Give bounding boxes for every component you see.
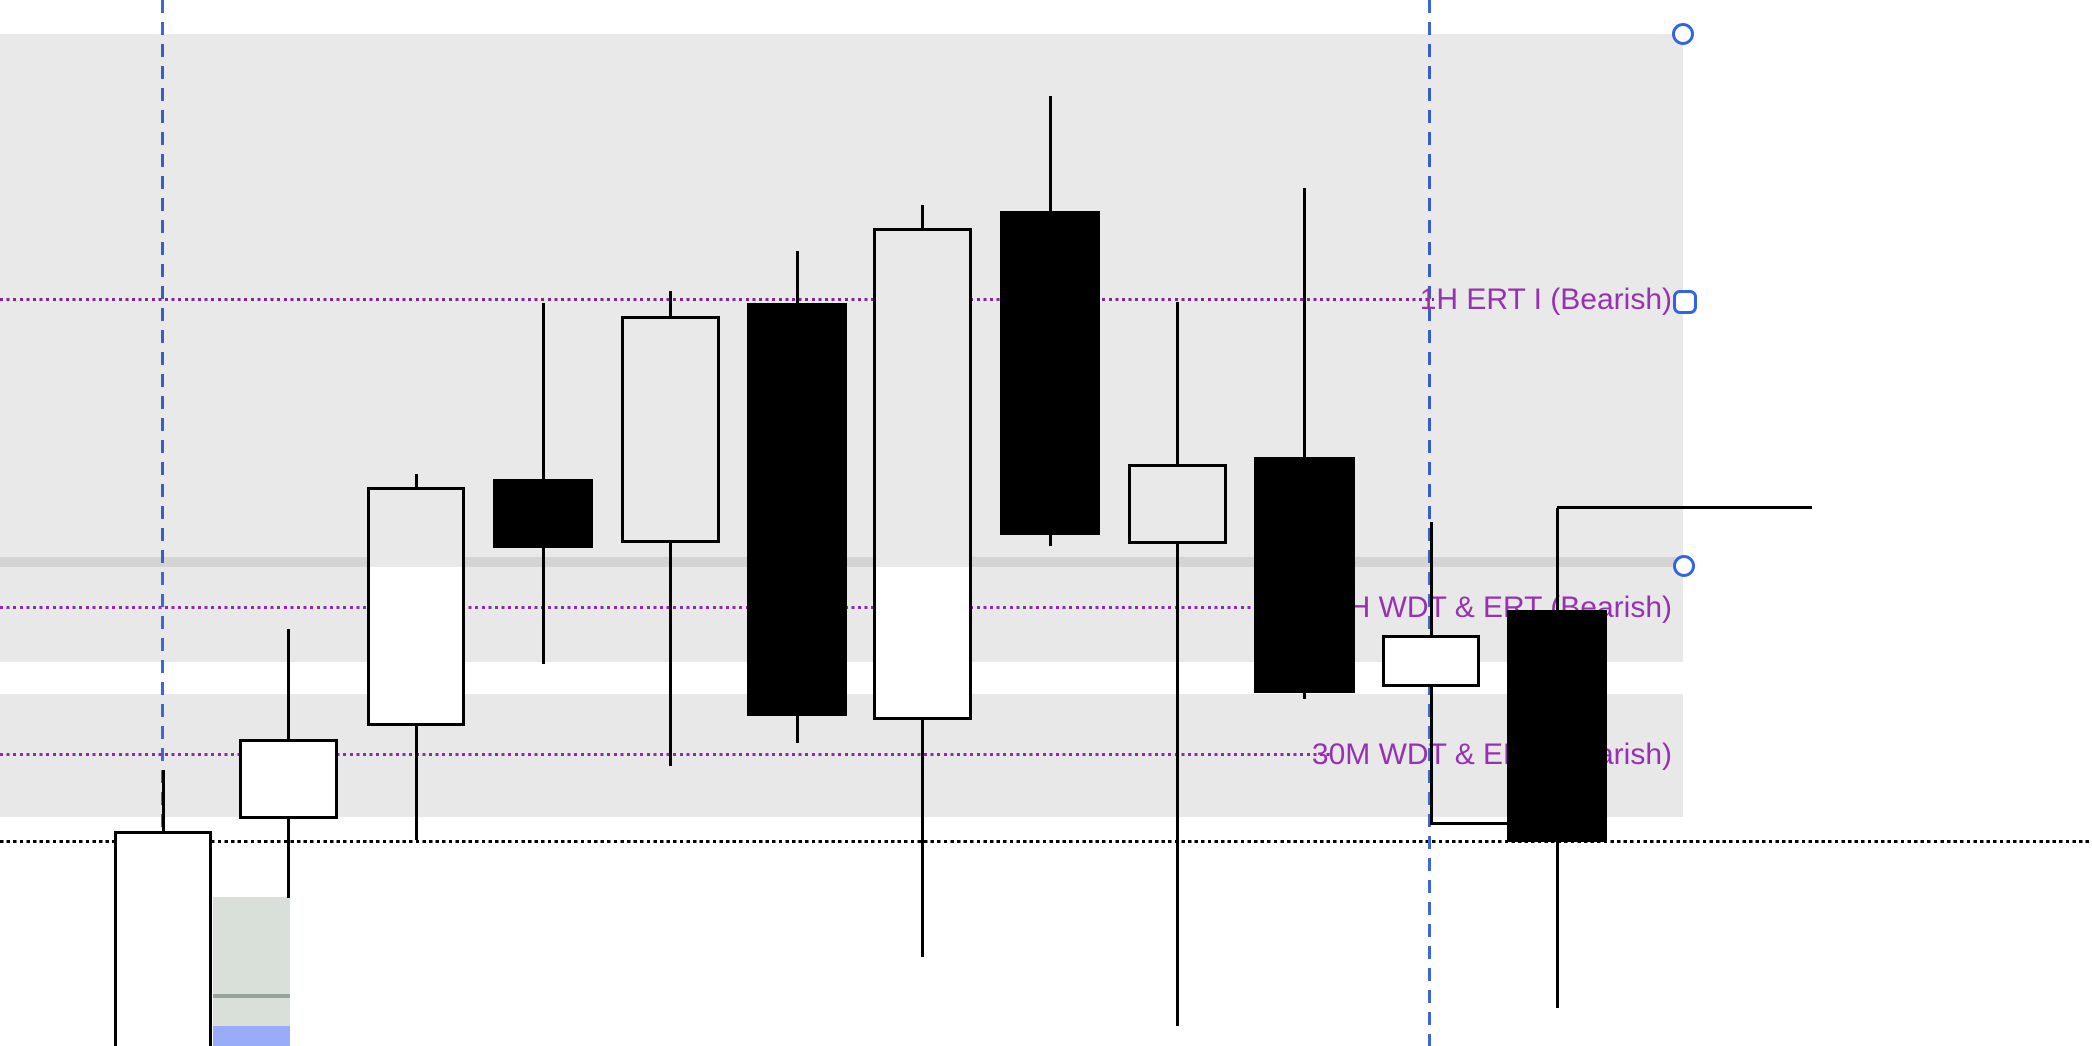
selection-handle-middle-icon[interactable] bbox=[1673, 290, 1697, 314]
candle-body-down bbox=[1507, 610, 1607, 842]
zone-center-line-1h-ert bbox=[0, 298, 1434, 301]
dotted-level-line[interactable] bbox=[0, 840, 2092, 843]
zone-label-1h-ert: 1H ERT I (Bearish) bbox=[1419, 283, 1672, 316]
step-line-high[interactable] bbox=[1557, 506, 1812, 509]
candle-body-up bbox=[239, 739, 338, 819]
tool-box-gray[interactable] bbox=[213, 897, 290, 1026]
vertical-dashed-marker-left[interactable] bbox=[161, 0, 164, 1046]
candle-body-down bbox=[493, 479, 593, 548]
step-line-low[interactable] bbox=[1430, 822, 1508, 825]
candle-body-up bbox=[114, 831, 212, 1046]
candle-body-down bbox=[1000, 211, 1100, 535]
candle-body-up bbox=[873, 228, 972, 720]
candle-body-up bbox=[1128, 464, 1227, 544]
candle-wick bbox=[1303, 188, 1306, 699]
candle-body-up bbox=[367, 487, 465, 726]
tool-box-divider bbox=[213, 994, 290, 998]
selection-handle-top-icon[interactable] bbox=[1672, 23, 1694, 45]
candle-body-up bbox=[621, 316, 720, 543]
candle-body-up bbox=[1382, 635, 1480, 687]
tool-box-blue[interactable] bbox=[213, 1026, 290, 1046]
candle-body-down bbox=[747, 303, 847, 716]
zone-label-30m-wdt-ert: 30M WDT & ERT (Bearish) bbox=[1311, 738, 1672, 771]
candle-body-down bbox=[1254, 457, 1355, 693]
zone-center-line-1h-wdt-ert bbox=[0, 606, 1352, 609]
zone-1h-ert[interactable] bbox=[0, 34, 1683, 567]
candle-wick bbox=[1176, 302, 1179, 1026]
selection-handle-bottom-icon[interactable] bbox=[1673, 555, 1695, 577]
zone-center-line-30m-wdt-ert bbox=[0, 753, 1332, 756]
zone-label-1h-wdt-ert: 1H WDT & ERT (Bearish) bbox=[1331, 591, 1672, 624]
